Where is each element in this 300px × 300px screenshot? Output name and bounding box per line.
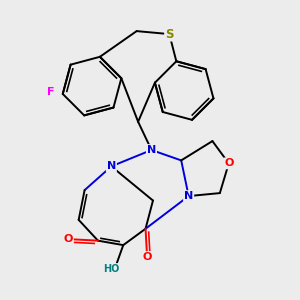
Text: O: O (142, 252, 152, 262)
Text: F: F (46, 88, 54, 98)
Text: N: N (184, 191, 193, 201)
Text: O: O (64, 234, 73, 244)
Text: O: O (224, 158, 233, 168)
Text: S: S (165, 28, 174, 40)
Text: HO: HO (103, 264, 119, 274)
Text: N: N (147, 145, 156, 155)
Text: N: N (107, 161, 116, 171)
